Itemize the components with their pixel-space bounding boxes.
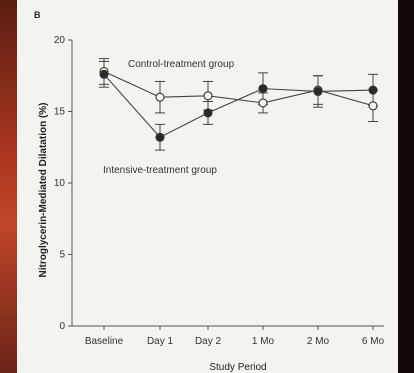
data-point-intensive: [99, 69, 109, 79]
x-tick-label: Day 1: [147, 336, 174, 347]
y-tick-label: 0: [59, 321, 65, 332]
chart-series: [99, 58, 378, 151]
annotation-intensive-group: Intensive-treatment group: [103, 165, 217, 176]
data-point-control: [368, 101, 378, 111]
x-tick-label: 1 Mo: [252, 336, 275, 347]
series-line-intensive: [103, 73, 374, 138]
data-point-intensive: [203, 108, 213, 118]
y-tick-label: 5: [59, 250, 65, 261]
data-point-control: [203, 91, 213, 101]
y-tick-label: 15: [54, 107, 66, 118]
panel-label: B: [34, 10, 41, 20]
data-point-control: [155, 92, 165, 102]
data-point-control: [258, 98, 268, 108]
y-axis-label: Nitroglycerin-Mediated Dilatation (%): [38, 102, 49, 277]
series-line-control: [103, 70, 374, 107]
x-tick-label: Day 2: [195, 336, 222, 347]
x-axis-label: Study Period: [209, 362, 266, 373]
data-point-intensive: [258, 84, 268, 94]
y-tick-label: 20: [54, 35, 66, 46]
data-point-intensive: [313, 86, 323, 97]
right-background-strip: [398, 0, 414, 373]
data-point-intensive: [155, 132, 165, 142]
x-tick-label: Baseline: [85, 336, 124, 347]
annotation-control-group: Control-treatment group: [128, 59, 235, 70]
chart-axes: 0 5 10 15 20 Baseline Day 1 Day 2 1 Mo 2 Mo 6 Mo: [54, 35, 385, 347]
data-point-intensive: [368, 85, 378, 95]
x-tick-label: 6 Mo: [362, 336, 385, 347]
x-tick-label: 2 Mo: [307, 336, 330, 347]
y-tick-label: 10: [54, 178, 66, 189]
left-background-strip: [0, 0, 17, 373]
figure-panel: [17, 0, 398, 373]
